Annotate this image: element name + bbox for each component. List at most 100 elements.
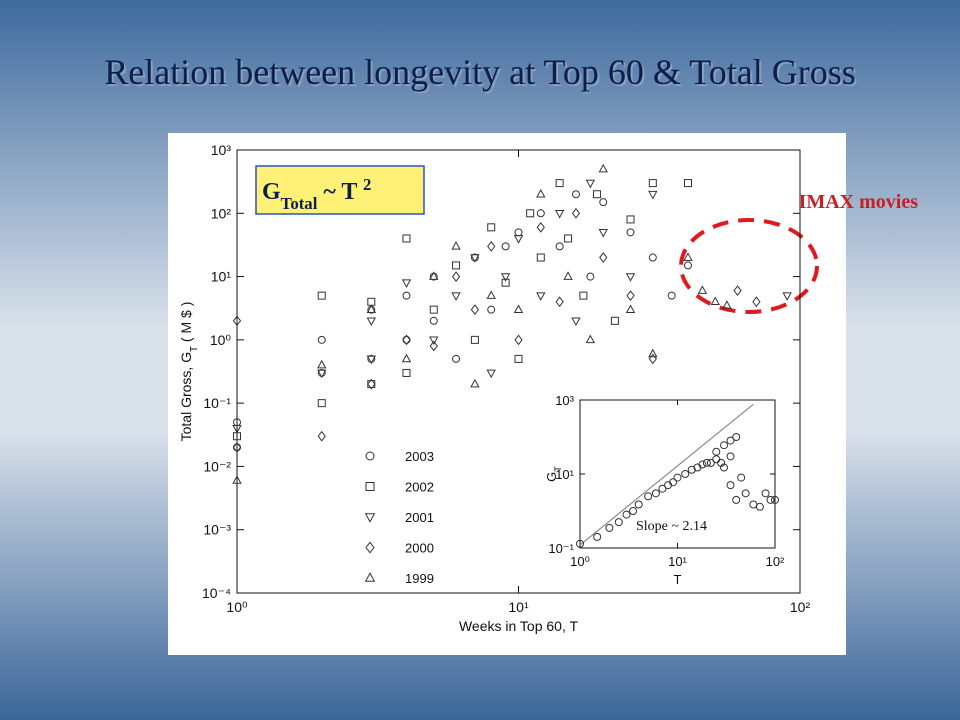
formula: GTotal ~ T 2 [262, 175, 371, 213]
point [526, 209, 535, 218]
y-tick-label: 10² [211, 205, 232, 221]
point [401, 279, 412, 288]
y-tick-label: 10⁻² [203, 458, 231, 474]
point [712, 447, 721, 456]
point [722, 300, 732, 309]
slide-title: Relation between longevity at Top 60 & T… [104, 52, 856, 92]
legend-symbol [364, 572, 376, 582]
point [486, 290, 496, 299]
point [634, 500, 643, 509]
y-tick-label: 10¹ [211, 269, 232, 285]
point [487, 305, 496, 314]
point [487, 223, 496, 232]
point [555, 296, 564, 308]
point [648, 179, 657, 188]
point [452, 261, 461, 270]
point [585, 179, 596, 189]
y-tick-label: 10³ [211, 142, 232, 158]
label-part: T [189, 346, 200, 352]
point [402, 291, 411, 300]
point [629, 507, 638, 515]
point [402, 334, 411, 346]
point [513, 304, 524, 313]
point [598, 163, 608, 173]
point [317, 335, 326, 344]
fit-line [579, 403, 754, 546]
point [737, 473, 746, 482]
point [366, 317, 377, 327]
point [555, 179, 564, 188]
point [232, 442, 242, 453]
y-tick-label: 10⁻¹ [203, 395, 231, 411]
highlight-ellipse [679, 218, 819, 314]
point [402, 234, 411, 243]
point [317, 430, 326, 442]
x-tick-label: 10⁰ [570, 554, 590, 569]
point [648, 353, 657, 365]
point [625, 304, 636, 313]
point [726, 452, 735, 461]
y-tick-label: 10³ [555, 393, 574, 408]
point [726, 436, 735, 445]
point [401, 353, 412, 363]
legend-symbol [365, 451, 375, 461]
point [429, 271, 439, 280]
y-tick-label: 10⁻⁴ [202, 585, 231, 601]
point [536, 209, 545, 218]
point [720, 441, 729, 450]
point [673, 473, 682, 482]
point [710, 296, 720, 306]
point [452, 354, 461, 363]
point [733, 285, 742, 296]
label-part: ( M $ ) [178, 302, 194, 346]
point [741, 489, 750, 498]
point [599, 252, 608, 263]
point [726, 481, 735, 490]
point [683, 179, 692, 188]
point [626, 215, 635, 224]
x-axis-label: Weeks in Top 60, T [459, 618, 579, 634]
point [614, 518, 623, 527]
point [366, 355, 377, 365]
label-part: 2 [363, 175, 371, 194]
point [487, 241, 496, 252]
legend-label: 2001 [405, 510, 434, 525]
point [470, 304, 480, 316]
y-tick-label: 10⁻¹ [548, 541, 574, 556]
point [599, 198, 608, 207]
point [771, 495, 779, 504]
point [513, 235, 524, 244]
label-part: G [262, 179, 281, 205]
highlight-label: IMAX movies [799, 191, 919, 213]
legend-label: 2003 [405, 449, 434, 464]
point [648, 253, 657, 262]
y-axis-label: GT [544, 466, 563, 482]
point [554, 209, 565, 219]
x-tick-label: 10⁰ [226, 599, 248, 615]
point [648, 190, 658, 200]
point [761, 489, 770, 498]
point [317, 399, 326, 408]
point [501, 278, 510, 287]
point [317, 369, 327, 379]
point [571, 317, 581, 327]
point [610, 316, 619, 325]
point [486, 369, 496, 379]
point [232, 315, 242, 327]
point [585, 334, 596, 344]
point [586, 272, 595, 281]
point [429, 316, 438, 325]
point [536, 253, 545, 262]
point [651, 489, 660, 498]
point [514, 334, 523, 346]
point [697, 285, 708, 294]
point [470, 378, 480, 388]
point [429, 336, 439, 346]
point [576, 539, 584, 548]
legend-label: 2000 [405, 541, 434, 556]
point [622, 510, 631, 519]
chart-panel [168, 133, 846, 655]
point [681, 470, 690, 478]
